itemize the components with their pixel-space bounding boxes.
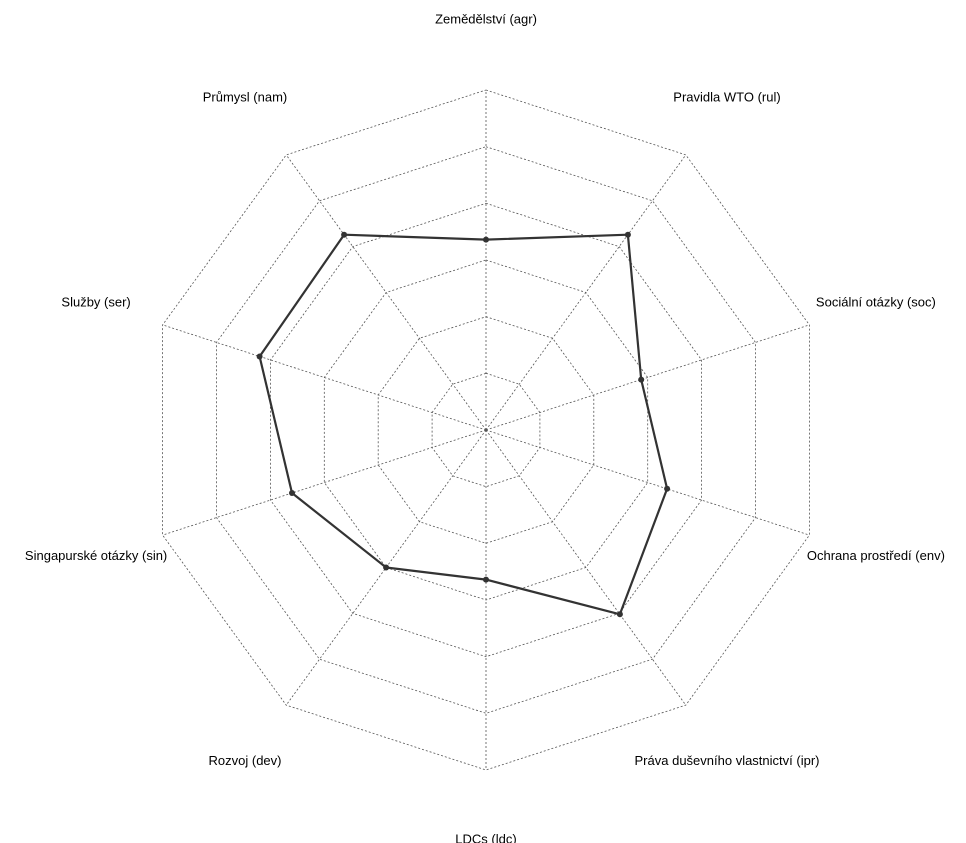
grid-ring <box>377 316 595 544</box>
axis-label-ochrana-prostredi-env: Ochrana prostředí (env) <box>807 548 945 563</box>
grid-ring <box>269 202 702 658</box>
data-point-singapurske-otazky-sin <box>289 490 295 496</box>
series-line <box>258 233 669 616</box>
axis-spoke-sluzby-ser <box>162 324 487 431</box>
axis-label-sluzby-ser: Služby (ser) <box>61 295 130 310</box>
axis-label-ldcs-ldc: LDCs (ldc) <box>455 831 516 843</box>
data-point-rozvoj-dev <box>383 564 390 571</box>
data-point-zemedelstvi-agr <box>483 236 489 243</box>
axis-spoke-prumysl-nam <box>285 154 487 431</box>
axis-label-zemedelstvi-agr: Zemědělství (agr) <box>435 11 537 26</box>
grid-layer <box>162 89 810 771</box>
axis-spoke-ochrana-prostredi-env <box>485 429 810 536</box>
axis-label-socialni-otazky-soc: Sociální otázky (soc) <box>816 295 936 310</box>
axis-label-pravidla-wto-rul: Pravidla WTO (rul) <box>673 90 780 105</box>
axis-spoke-prava-dusevniho-vlastnictvi-ipr <box>485 429 687 706</box>
axis-label-singapurske-otazky-sin: Singapurské otázky (sin) <box>25 548 167 563</box>
data-point-pravidla-wto-rul <box>624 231 631 238</box>
axis-labels: Zemědělství (agr) Pravidla WTO (rul) Sociá… <box>25 11 945 843</box>
data-point-socialni-otazky-soc <box>638 376 645 383</box>
axis-label-prumysl-nam: Průmysl (nam) <box>203 90 288 105</box>
axis-spoke-rozvoj-dev <box>285 429 487 706</box>
axis-label-rozvoj-dev: Rozvoj (dev) <box>209 753 282 768</box>
axis-spoke-pravidla-wto-rul <box>485 154 687 431</box>
axis-label-prava-dusevniho-vlastnictvi-ipr: Práva duševního vlastnictví (ipr) <box>635 753 820 768</box>
series-layer <box>256 231 671 618</box>
data-point-prava-dusevniho-vlastnictvi-ipr <box>616 611 623 618</box>
data-point-ochrana-prostredi-env <box>664 485 671 492</box>
data-point-ldcs-ldc <box>483 576 489 583</box>
data-point-prumysl-nam <box>341 231 348 238</box>
data-point-sluzby-ser <box>256 353 263 360</box>
axis-spoke-socialni-otazky-soc <box>485 324 810 431</box>
axis-spoke-singapurske-otazky-sin <box>162 429 487 536</box>
